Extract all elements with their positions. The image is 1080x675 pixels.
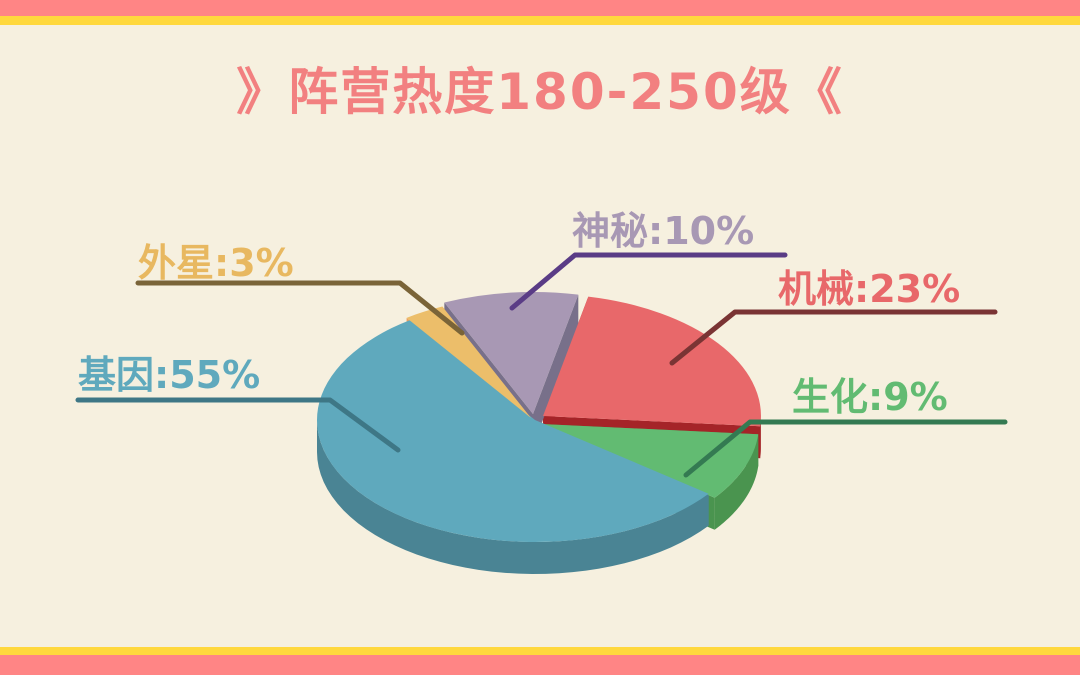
- pie-wall-神秘: [533, 294, 579, 446]
- pie-slice-神秘: [444, 292, 579, 414]
- top-border-yellow: [0, 16, 1080, 25]
- pie-slice-外星: [406, 306, 531, 418]
- label-biochem: 生化:9%: [792, 375, 948, 419]
- pie-side-机械: [760, 416, 761, 459]
- label-gene: 基因:55%: [78, 353, 261, 397]
- pie-slice-基因: [316, 319, 709, 543]
- bottom-border-pink: [0, 655, 1080, 675]
- bottom-border-yellow: [0, 647, 1080, 655]
- top-border-pink: [0, 0, 1080, 16]
- pie-slice-机械: [543, 296, 762, 427]
- pie-side-生化: [714, 434, 759, 530]
- leader-line-生化: [683, 419, 1008, 478]
- leader-line-基因: [75, 397, 401, 453]
- leader-line-神秘: [509, 252, 788, 311]
- leader-line-外星: [135, 280, 465, 336]
- label-mechanical: 机械:23%: [778, 267, 961, 311]
- pie-side-基因: [317, 420, 709, 574]
- label-alien: 外星:3%: [138, 241, 294, 285]
- pie-slice-生化: [541, 424, 759, 498]
- leader-line-机械: [669, 309, 998, 366]
- label-mystery: 神秘:10%: [572, 209, 755, 253]
- chart-title: 》阵营热度180-250级《: [236, 63, 844, 121]
